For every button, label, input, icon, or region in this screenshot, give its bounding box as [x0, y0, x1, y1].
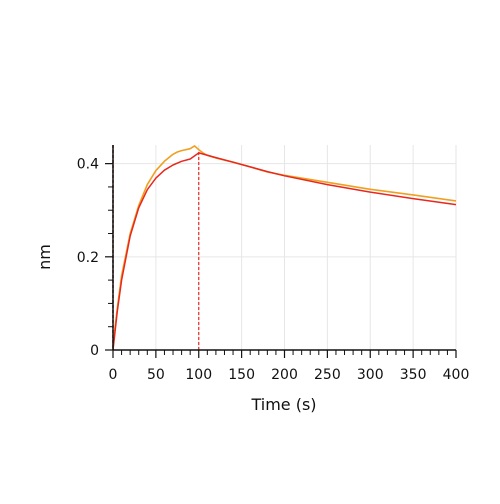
x-tick-label-2: 100 — [185, 367, 212, 383]
x-tick-label-4: 200 — [271, 367, 298, 383]
x-tick-label-7: 350 — [400, 367, 427, 383]
axis-layer: 0 50 100 150 200 250 300 350 400 0 0.2 0.4 — [77, 145, 470, 383]
series-layer — [112, 145, 457, 351]
x-tick-label-3: 150 — [228, 367, 255, 383]
y-tick-label-2: 0.4 — [77, 157, 99, 173]
y-axis-label: nm — [35, 244, 54, 270]
y-tick-label-0: 0 — [90, 343, 99, 359]
y-tick-label-1: 0.2 — [77, 250, 99, 266]
series-line-fit — [112, 152, 457, 351]
x-tick-label-1: 50 — [147, 367, 165, 383]
x-axis-label: Time (s) — [250, 395, 316, 414]
x-tick-label-0: 0 — [109, 367, 118, 383]
x-tick-label-8: 400 — [443, 367, 470, 383]
x-tick-label-6: 300 — [357, 367, 384, 383]
x-tick-label-5: 250 — [314, 367, 341, 383]
